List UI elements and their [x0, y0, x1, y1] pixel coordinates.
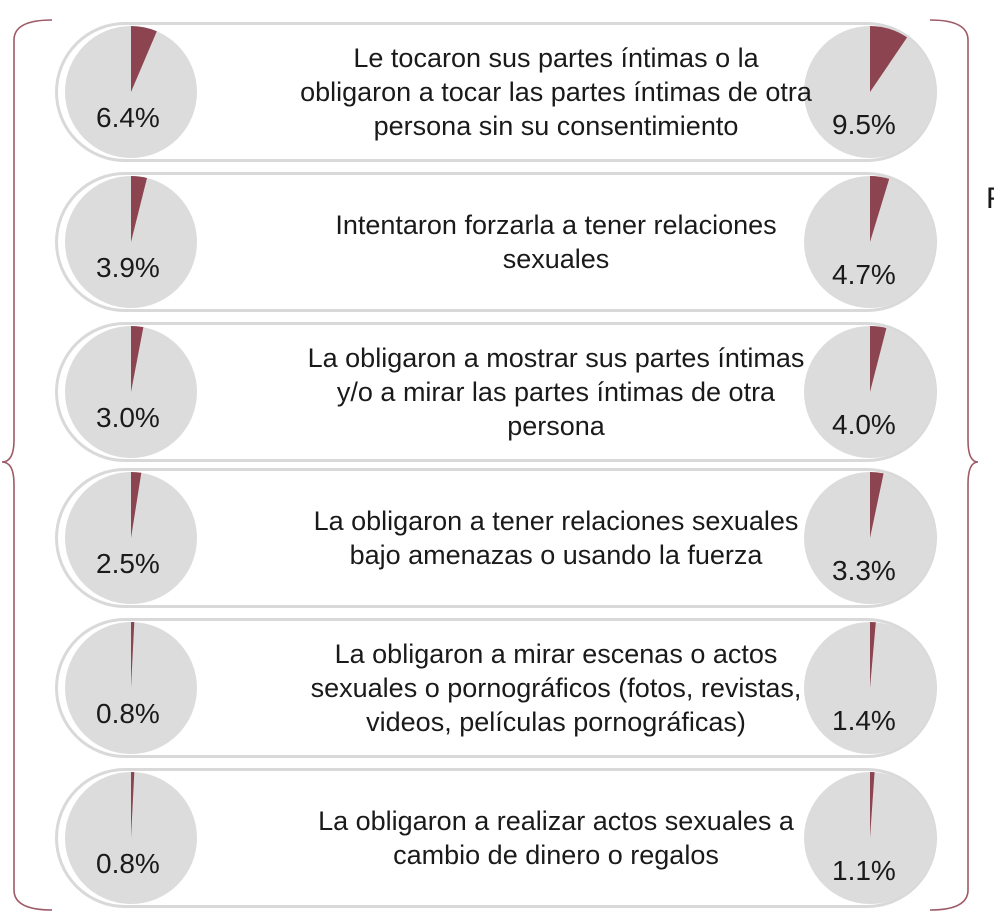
right-pie-3 — [800, 322, 940, 462]
right-pie-1 — [800, 22, 940, 162]
left-pie-3-svg — [65, 326, 197, 458]
left-pie-2 — [61, 172, 201, 312]
category-label: Le tocaron sus partes íntimas o la obliga… — [276, 41, 836, 143]
row-6: 0.8% 1.1% La obligaron a realizar actos se… — [55, 768, 937, 908]
row-1: 6.4% 9.5% Le tocaron sus partes íntimas o … — [55, 22, 937, 162]
row-3: 3.0% 4.0% La obligaron a mostrar sus parte… — [55, 322, 937, 462]
right-brace — [929, 19, 979, 911]
left-pie-5-slice — [131, 621, 135, 688]
right-value-label: 1.1% — [832, 855, 896, 886]
row-5: 0.8% 1.4% La obligaron a mirar escenas o a… — [55, 618, 937, 758]
left-pie-1-svg — [65, 26, 197, 158]
left-pie-6-slice — [131, 771, 135, 838]
right-value-label: 4.0% — [832, 409, 896, 440]
left-pie-6 — [61, 768, 201, 908]
category-label-line: y/o a mirar las partes íntimas de otra — [336, 377, 776, 407]
right-pie-6-svg — [804, 772, 936, 904]
right-pie-5 — [800, 618, 940, 758]
category-label-line: persona sin su consentimiento — [373, 111, 739, 141]
left-pie-3 — [61, 322, 201, 462]
category-label-line: cambio de dinero o regalos — [393, 840, 719, 870]
right-pie-6-slice — [870, 772, 875, 838]
left-pie-4 — [61, 468, 201, 608]
category-label-line: La obligaron a mirar escenas o actos — [334, 639, 778, 669]
left-pie-1-slice — [131, 26, 157, 92]
right-pie-5-svg — [804, 622, 936, 754]
category-label-line: videos, películas pornográficas) — [366, 707, 746, 737]
right-pie-4-slice — [870, 472, 884, 538]
category-label-line: Intentaron forzarla a tener relaciones — [335, 210, 777, 240]
left-brace — [1, 19, 53, 911]
category-label: Intentaron forzarla a tener relaciones se… — [276, 208, 836, 276]
category-label-line: sexuales — [502, 244, 610, 274]
right-pie-3-slice — [870, 326, 887, 392]
category-label-line: La obligaron a mostrar sus partes íntima… — [307, 343, 805, 373]
left-pie-5 — [61, 618, 201, 758]
category-label-line: Le tocaron sus partes íntimas o la — [353, 43, 759, 73]
right-value-label: 9.5% — [832, 109, 896, 140]
right-pie-4-svg — [804, 472, 936, 604]
category-label: La obligaron a tener relaciones sexuales… — [276, 504, 836, 572]
category-label: La obligaron a mostrar sus partes íntima… — [276, 341, 836, 443]
right-pie-1-slice — [870, 26, 908, 92]
left-pie-3-slice — [131, 326, 144, 392]
category-label-line: La obligaron a realizar actos sexuales a — [318, 806, 794, 836]
row-2: 3.9% 4.7% Intentaron forzarla a tener rela… — [55, 172, 937, 312]
right-pie-6 — [800, 768, 940, 908]
category-label-line: obligaron a tocar las partes íntimas de … — [300, 77, 812, 107]
left-pie-6-svg — [65, 771, 197, 904]
right-pie-2-svg — [804, 176, 936, 308]
left-value-label: 3.0% — [96, 402, 160, 433]
category-label-line: bajo amenazas o usando la fuerza — [349, 540, 763, 570]
left-pie-2-svg — [65, 176, 197, 308]
cropped-letter: F — [986, 183, 994, 215]
right-value-label: 4.7% — [832, 259, 896, 290]
category-label: La obligaron a realizar actos sexuales a… — [276, 804, 836, 872]
row-4: 2.5% 3.3% La obligaron a tener relaciones … — [55, 468, 937, 608]
left-value-label: 3.9% — [96, 252, 160, 283]
right-pie-2-slice — [870, 176, 890, 242]
right-value-label: 3.3% — [832, 555, 896, 586]
category-label: La obligaron a mirar escenas o actos sexu… — [276, 637, 836, 739]
left-pie-2-slice — [131, 176, 148, 242]
right-pie-5-slice — [870, 622, 876, 688]
left-value-label: 2.5% — [96, 548, 160, 579]
left-value-label: 0.8% — [96, 698, 160, 729]
left-value-label: 0.8% — [96, 848, 160, 879]
left-pie-4-svg — [65, 472, 197, 604]
right-pie-4 — [800, 468, 940, 608]
left-value-label: 6.4% — [96, 102, 160, 133]
category-label-line: sexuales o pornográficos (fotos, revista… — [310, 673, 802, 703]
left-pie-5-svg — [65, 621, 197, 754]
left-pie-4-slice — [131, 472, 142, 538]
right-pie-3-svg — [804, 326, 936, 458]
category-label-line: La obligaron a tener relaciones sexuales — [313, 506, 799, 536]
right-value-label: 1.4% — [832, 705, 896, 736]
right-pie-2 — [800, 172, 940, 312]
category-label-line: persona — [507, 411, 605, 441]
right-pie-1-svg — [804, 26, 936, 158]
left-pie-1 — [61, 22, 201, 162]
